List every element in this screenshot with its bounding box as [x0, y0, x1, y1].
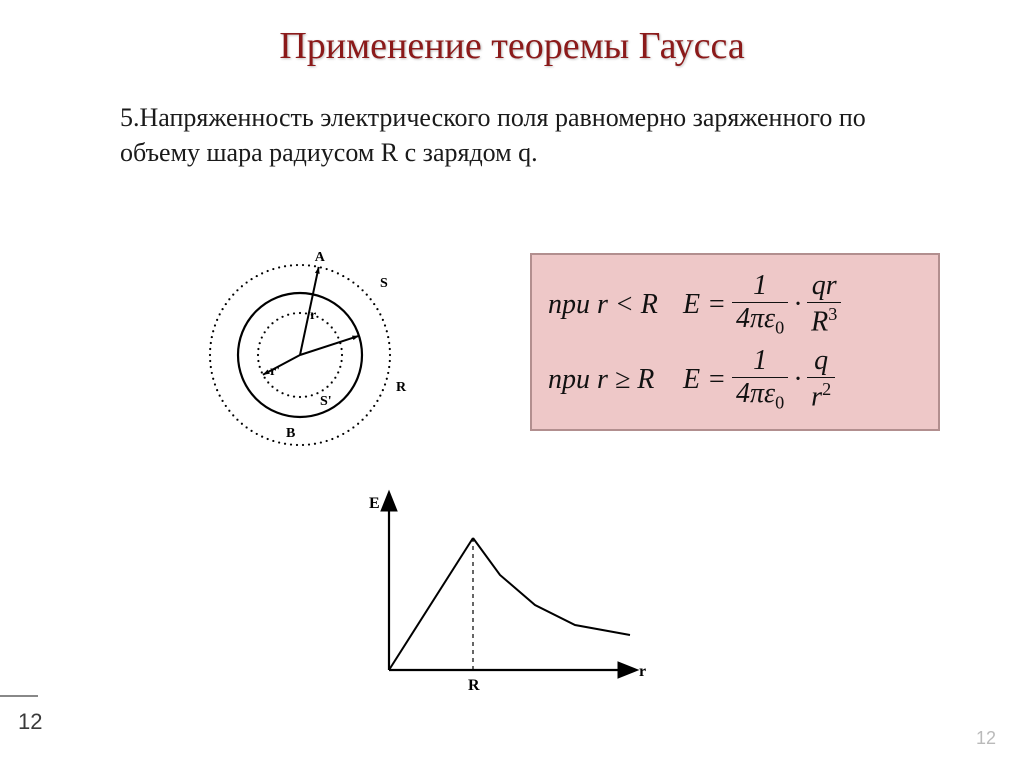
- cond-prefix: при: [548, 364, 597, 395]
- cond-expr: r < R: [597, 289, 658, 320]
- frac-2: q r2: [807, 347, 835, 411]
- formula-row-outside: при r ≥ R E = 1 4πε0 · q r2: [548, 344, 922, 416]
- frac-den: 4πε0: [732, 302, 788, 337]
- svg-text:r': r': [270, 364, 280, 379]
- frac-num: 1: [749, 347, 771, 377]
- svg-text:R: R: [468, 677, 480, 694]
- lhs-E: E =: [678, 364, 732, 396]
- problem-statement: 5.Напряженность электрического поля равн…: [120, 100, 900, 170]
- dot-icon: ·: [788, 289, 807, 321]
- field-magnitude-chart: Er R: [335, 480, 655, 710]
- frac-2: qr R3: [807, 272, 841, 336]
- cond-prefix: при: [548, 289, 597, 320]
- lhs-E: E =: [678, 289, 732, 321]
- svg-text:B: B: [286, 426, 295, 441]
- frac-num: qr: [808, 272, 841, 302]
- slide-title: Применение теоремы Гаусса: [0, 24, 1024, 68]
- cond-expr: r ≥ R: [597, 364, 654, 395]
- svg-text:S: S: [380, 276, 388, 291]
- condition-inside: при r < R: [548, 289, 678, 321]
- frac-den: R3: [807, 302, 841, 336]
- slide-number-right: 12: [976, 728, 996, 749]
- condition-outside: при r ≥ R: [548, 364, 678, 396]
- frac-num: q: [810, 347, 832, 377]
- decorative-edge-line: [0, 695, 38, 697]
- frac-1: 1 4πε0: [732, 272, 788, 337]
- frac-1: 1 4πε0: [732, 347, 788, 412]
- svg-text:r: r: [310, 308, 316, 323]
- formula-row-inside: при r < R E = 1 4πε0 · qr R3: [548, 269, 922, 341]
- svg-text:E: E: [369, 495, 380, 512]
- slide-number-left: 12: [18, 709, 42, 735]
- frac-num: 1: [749, 272, 771, 302]
- svg-text:A: A: [315, 250, 326, 265]
- svg-text:R: R: [396, 380, 407, 395]
- svg-text:r: r: [639, 663, 646, 680]
- svg-text:S': S': [320, 394, 332, 409]
- frac-den: r2: [807, 377, 835, 411]
- frac-den: 4πε0: [732, 377, 788, 412]
- dot-icon: ·: [788, 364, 807, 396]
- formula-box: при r < R E = 1 4πε0 · qr R3 при r ≥ R E…: [530, 253, 940, 431]
- slide: Применение теоремы Гаусса 5.Напряженност…: [0, 0, 1024, 767]
- sphere-diagram: A Sr r' S' B R: [175, 225, 425, 475]
